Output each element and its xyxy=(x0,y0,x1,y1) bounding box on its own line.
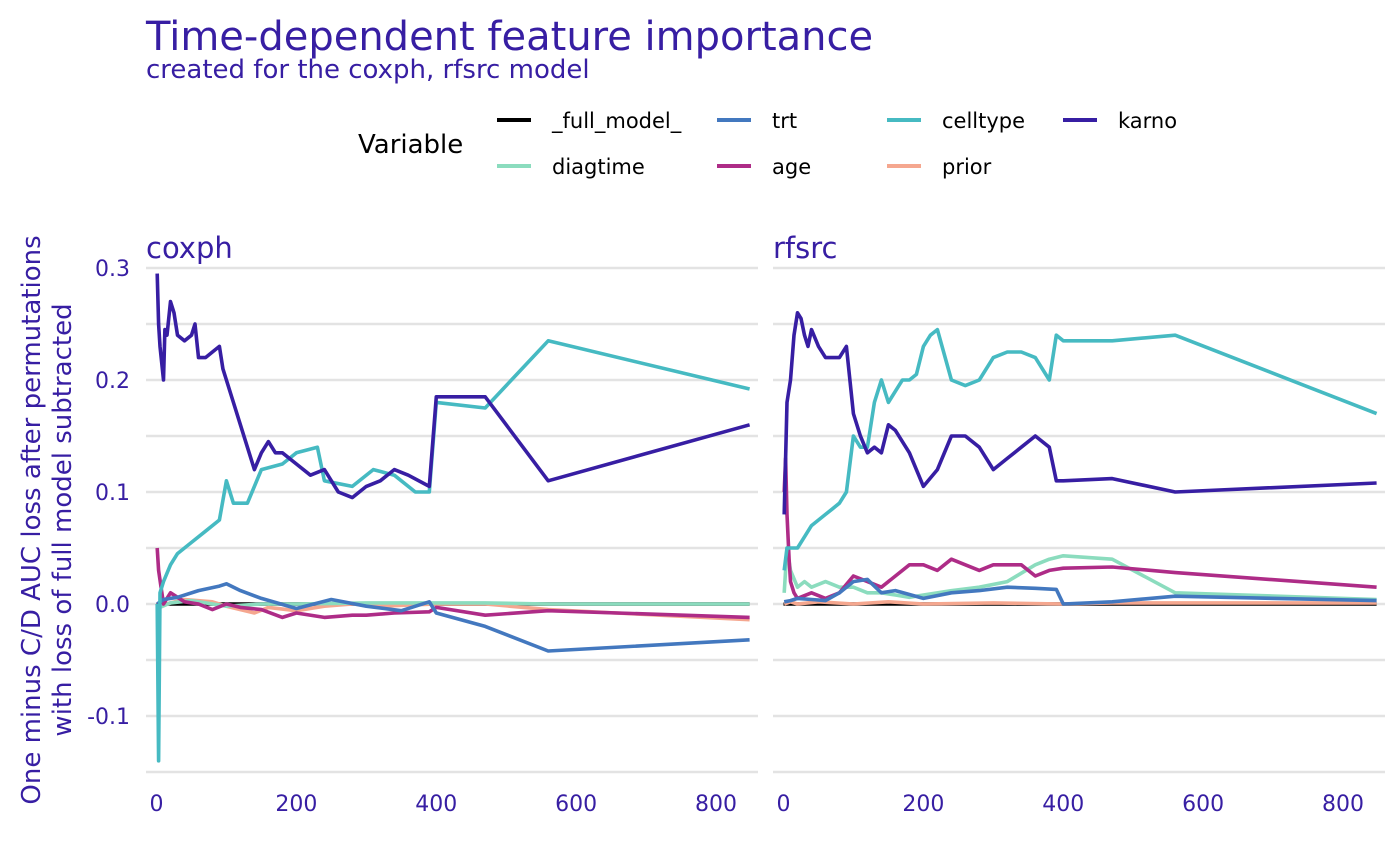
x-tick-label: 600 xyxy=(555,792,597,817)
y-tick-label: 0.0 xyxy=(95,593,130,618)
x-tick-label: 0 xyxy=(149,792,163,817)
x-tick-label: 800 xyxy=(695,792,737,817)
series-line-karno xyxy=(782,310,1377,515)
panel-label-rfsrc: rfsrc xyxy=(773,231,837,265)
panel-rfsrc: rfsrc 0 200 400 600 800 xyxy=(773,231,1385,817)
x-tick-label: 200 xyxy=(275,792,317,817)
y-axis-title: One minus C/D AUC loss after permutation… xyxy=(17,235,78,804)
x-tick-label: 200 xyxy=(902,792,944,817)
legend-label-trt: trt xyxy=(772,109,797,133)
series-line-age xyxy=(155,547,750,620)
legend-label-karno: karno xyxy=(1118,109,1177,133)
x-axis-ticks: 0 200 400 600 800 xyxy=(149,792,737,817)
series-lines xyxy=(155,273,751,763)
y-axis-title-line-2: with loss of full model subtracted xyxy=(48,303,78,736)
legend-item-karno: karno xyxy=(1063,109,1177,133)
x-tick-label: 0 xyxy=(776,792,790,817)
legend-item-prior: prior xyxy=(887,155,992,179)
panel-label-coxph: coxph xyxy=(146,231,233,265)
series-line-age xyxy=(782,456,1377,601)
y-tick-label: 0.2 xyxy=(95,369,130,394)
legend-label-celltype: celltype xyxy=(942,109,1025,133)
series-line-trt xyxy=(156,581,750,653)
legend-item-trt: trt xyxy=(717,109,797,133)
x-tick-label: 800 xyxy=(1322,792,1364,817)
legend-label-full-model: _full_model_ xyxy=(551,109,682,134)
series-line-diagtime xyxy=(782,546,1377,602)
legend-label-diagtime: diagtime xyxy=(552,155,645,179)
series-lines xyxy=(782,310,1378,606)
chart-title: Time-dependent feature importance xyxy=(145,14,873,60)
legend-title: Variable xyxy=(358,130,463,160)
y-tick-label: 0.1 xyxy=(95,481,130,506)
y-axis-title-line-1: One minus C/D AUC loss after permutation… xyxy=(17,235,47,804)
x-tick-label: 600 xyxy=(1182,792,1224,817)
y-tick-label: -0.1 xyxy=(87,705,130,730)
series-line-celltype xyxy=(782,327,1378,571)
series-line-prior xyxy=(783,599,1377,606)
legend-item-full-model: _full_model_ xyxy=(497,109,682,134)
series-line-karno xyxy=(155,273,751,500)
gridlines xyxy=(146,266,758,774)
y-axis-ticks: -0.1 0.0 0.1 0.2 0.3 xyxy=(87,257,130,730)
legend-label-prior: prior xyxy=(942,155,992,179)
series-line-celltype xyxy=(155,338,751,763)
x-tick-label: 400 xyxy=(1042,792,1084,817)
series-line-trt xyxy=(783,577,1377,606)
legend-item-age: age xyxy=(717,155,811,179)
gridlines xyxy=(773,266,1385,774)
legend-label-age: age xyxy=(772,155,811,179)
panel-coxph: coxph -0.1 0.0 0.1 0.2 0.3 0 200 400 600 800 xyxy=(87,231,758,817)
chart-subtitle: created for the coxph, rfsrc model xyxy=(146,55,590,85)
legend-item-celltype: celltype xyxy=(887,109,1025,133)
x-tick-label: 400 xyxy=(415,792,457,817)
y-tick-label: 0.3 xyxy=(95,257,130,282)
legend-item-diagtime: diagtime xyxy=(497,155,645,179)
legend: Variable _full_model_ trt celltype karno dia… xyxy=(358,109,1177,179)
x-axis-ticks: 0 200 400 600 800 xyxy=(776,792,1364,817)
